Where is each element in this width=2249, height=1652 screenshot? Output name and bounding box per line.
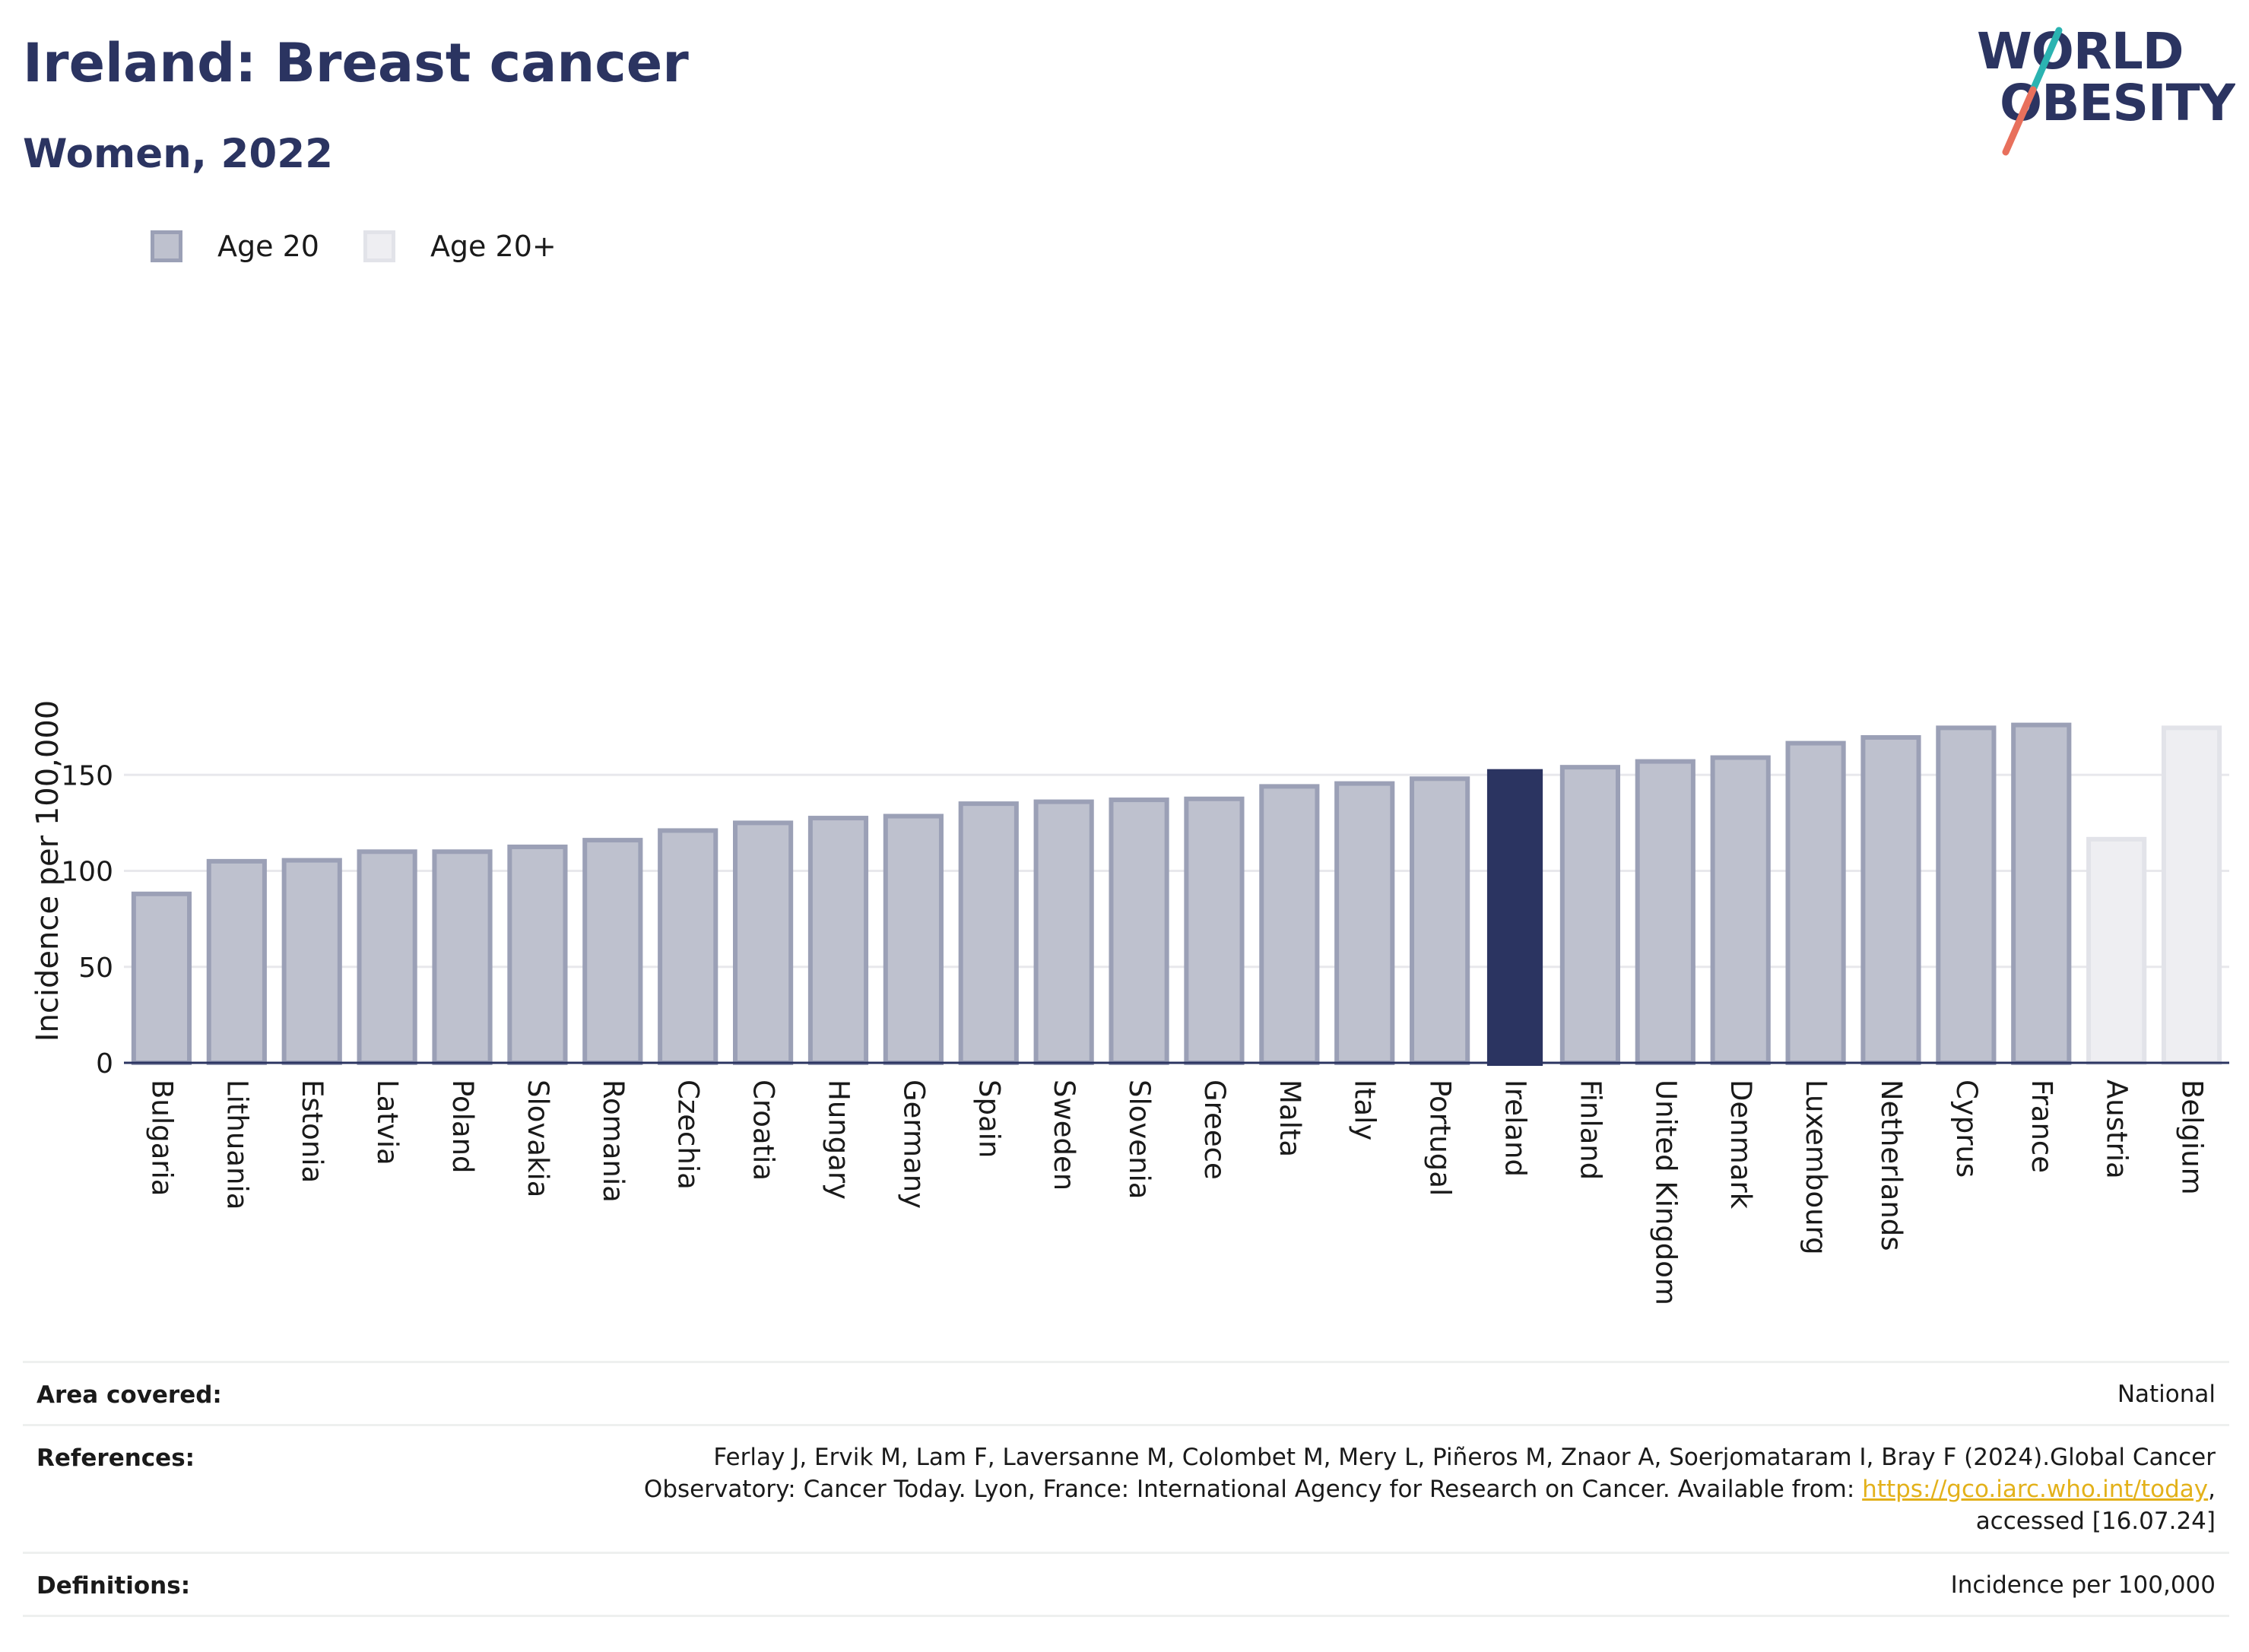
- x-tick-label: Portugal: [1424, 1080, 1457, 1196]
- bar-italy[interactable]: [1334, 781, 1395, 1065]
- legend-swatch-age-20-plus: [363, 230, 395, 262]
- references-label: References:: [36, 1444, 195, 1472]
- bar-france[interactable]: [2011, 722, 2072, 1065]
- bar-bulgaria[interactable]: [131, 891, 192, 1065]
- x-tick-label: Luxembourg: [1800, 1080, 1832, 1255]
- logo-slash-bottom: [2002, 86, 2037, 156]
- chart-legend: Age 20 Age 20+: [151, 225, 601, 268]
- x-tick-label: Belgium: [2176, 1080, 2209, 1195]
- x-tick-label: Denmark: [1724, 1080, 1757, 1210]
- x-tick-label: Poland: [446, 1080, 479, 1174]
- x-tick-label: Cyprus: [1950, 1080, 1983, 1178]
- x-tick-label: Estonia: [296, 1080, 328, 1183]
- bar-croatia[interactable]: [732, 820, 794, 1065]
- x-tick-label: Romania: [597, 1080, 630, 1203]
- references-line-2-text: Observatory: Cancer Today. Lyon, France:…: [643, 1476, 1863, 1503]
- x-tick-label: Hungary: [822, 1080, 855, 1200]
- y-axis-title: Incidence per 100,000: [30, 700, 65, 1042]
- legend-label-age-20-plus: Age 20+: [430, 230, 557, 263]
- x-tick-label: Austria: [2101, 1080, 2133, 1179]
- bar-finland[interactable]: [1559, 765, 1621, 1066]
- x-tick-label: Croatia: [747, 1080, 780, 1181]
- x-tick-label: Bulgaria: [145, 1080, 178, 1196]
- legend-label-age-20: Age 20: [217, 230, 319, 263]
- x-tick-label: Lithuania: [220, 1080, 253, 1210]
- x-tick-label: Malta: [1274, 1080, 1306, 1157]
- y-tick-label: 50: [78, 953, 113, 984]
- x-tick-label: France: [2025, 1080, 2058, 1173]
- meta-bottom-rule: [23, 1615, 2229, 1617]
- bar-austria[interactable]: [2086, 836, 2147, 1066]
- bar-czechia[interactable]: [658, 828, 718, 1065]
- definitions-value: Incidence per 100,000: [1950, 1571, 2216, 1599]
- bar-malta[interactable]: [1259, 784, 1320, 1066]
- x-tick-label: Italy: [1349, 1080, 1381, 1140]
- bar-netherlands[interactable]: [1860, 735, 1921, 1065]
- bar-united-kingdom[interactable]: [1635, 759, 1695, 1065]
- bar-poland[interactable]: [432, 849, 493, 1065]
- legend-swatch-age-20: [151, 230, 182, 262]
- x-tick-label: Slovenia: [1123, 1080, 1156, 1199]
- y-tick-label: 150: [61, 760, 113, 791]
- page-title: Ireland: Breast cancer: [23, 32, 689, 94]
- references-line-2-end: ,: [2208, 1476, 2216, 1503]
- bar-cyprus[interactable]: [1936, 725, 1997, 1065]
- y-tick-label: 100: [61, 857, 113, 888]
- x-tick-label: Sweden: [1048, 1080, 1080, 1191]
- bar-belgium[interactable]: [2161, 725, 2222, 1065]
- legend-item-age-20-plus[interactable]: Age 20+: [363, 230, 557, 263]
- x-tick-label: Germany: [897, 1080, 930, 1209]
- world-obesity-logo: WORLD OBESITY: [1977, 23, 2235, 156]
- logo-slash-top: [2029, 27, 2063, 94]
- logo-line1: WORLD: [1977, 23, 2184, 81]
- y-tick-label: 0: [96, 1048, 113, 1080]
- legend-item-age-20[interactable]: Age 20: [151, 230, 319, 263]
- x-tick-label: Czechia: [672, 1080, 705, 1190]
- bar-denmark[interactable]: [1710, 755, 1771, 1066]
- meta-row-area: Area covered: National: [23, 1361, 2229, 1424]
- bar-latvia[interactable]: [357, 849, 417, 1065]
- page-subtitle: Women, 2022: [23, 131, 333, 177]
- meta-row-references: References: Ferlay J, Ervik M, Lam F, La…: [23, 1424, 2229, 1552]
- bar-luxembourg[interactable]: [1785, 740, 1846, 1066]
- area-covered-label: Area covered:: [36, 1381, 222, 1409]
- references-line-3: accessed [16.07.24]: [1975, 1508, 2216, 1535]
- bar-portugal[interactable]: [1410, 776, 1470, 1065]
- references-link[interactable]: https://gco.iarc.who.int/today: [1862, 1476, 2209, 1503]
- x-tick-label: Finland: [1574, 1080, 1607, 1180]
- bar-hungary[interactable]: [807, 816, 869, 1065]
- bar-spain[interactable]: [958, 801, 1019, 1065]
- bar-lithuania[interactable]: [206, 858, 267, 1065]
- x-tick-label: Netherlands: [1875, 1080, 1908, 1251]
- bar-estonia[interactable]: [281, 858, 342, 1065]
- x-tick-label: Ireland: [1499, 1080, 1532, 1177]
- bar-greece[interactable]: [1184, 796, 1245, 1065]
- references-value: Ferlay J, Ervik M, Lam F, Laversanne M, …: [644, 1441, 2216, 1537]
- x-tick-label: Spain: [972, 1080, 1005, 1158]
- references-line-2: Observatory: Cancer Today. Lyon, France:…: [644, 1473, 2216, 1505]
- references-line-1: Ferlay J, Ervik M, Lam F, Laversanne M, …: [713, 1444, 2216, 1471]
- bar-slovenia[interactable]: [1109, 797, 1169, 1065]
- area-covered-value: National: [2117, 1381, 2216, 1408]
- bar-slovakia[interactable]: [507, 844, 568, 1065]
- x-tick-label: Greece: [1198, 1080, 1231, 1180]
- bar-ireland[interactable]: [1486, 769, 1543, 1066]
- definitions-label: Definitions:: [36, 1572, 191, 1600]
- x-tick-label: Slovakia: [522, 1080, 554, 1197]
- bar-sweden[interactable]: [1033, 799, 1094, 1065]
- x-tick-label: United Kingdom: [1649, 1080, 1682, 1305]
- bar-romania[interactable]: [582, 838, 643, 1065]
- bar-germany[interactable]: [883, 813, 944, 1065]
- x-tick-label: Latvia: [371, 1080, 404, 1165]
- meta-row-definitions: Definitions: Incidence per 100,000: [23, 1552, 2229, 1615]
